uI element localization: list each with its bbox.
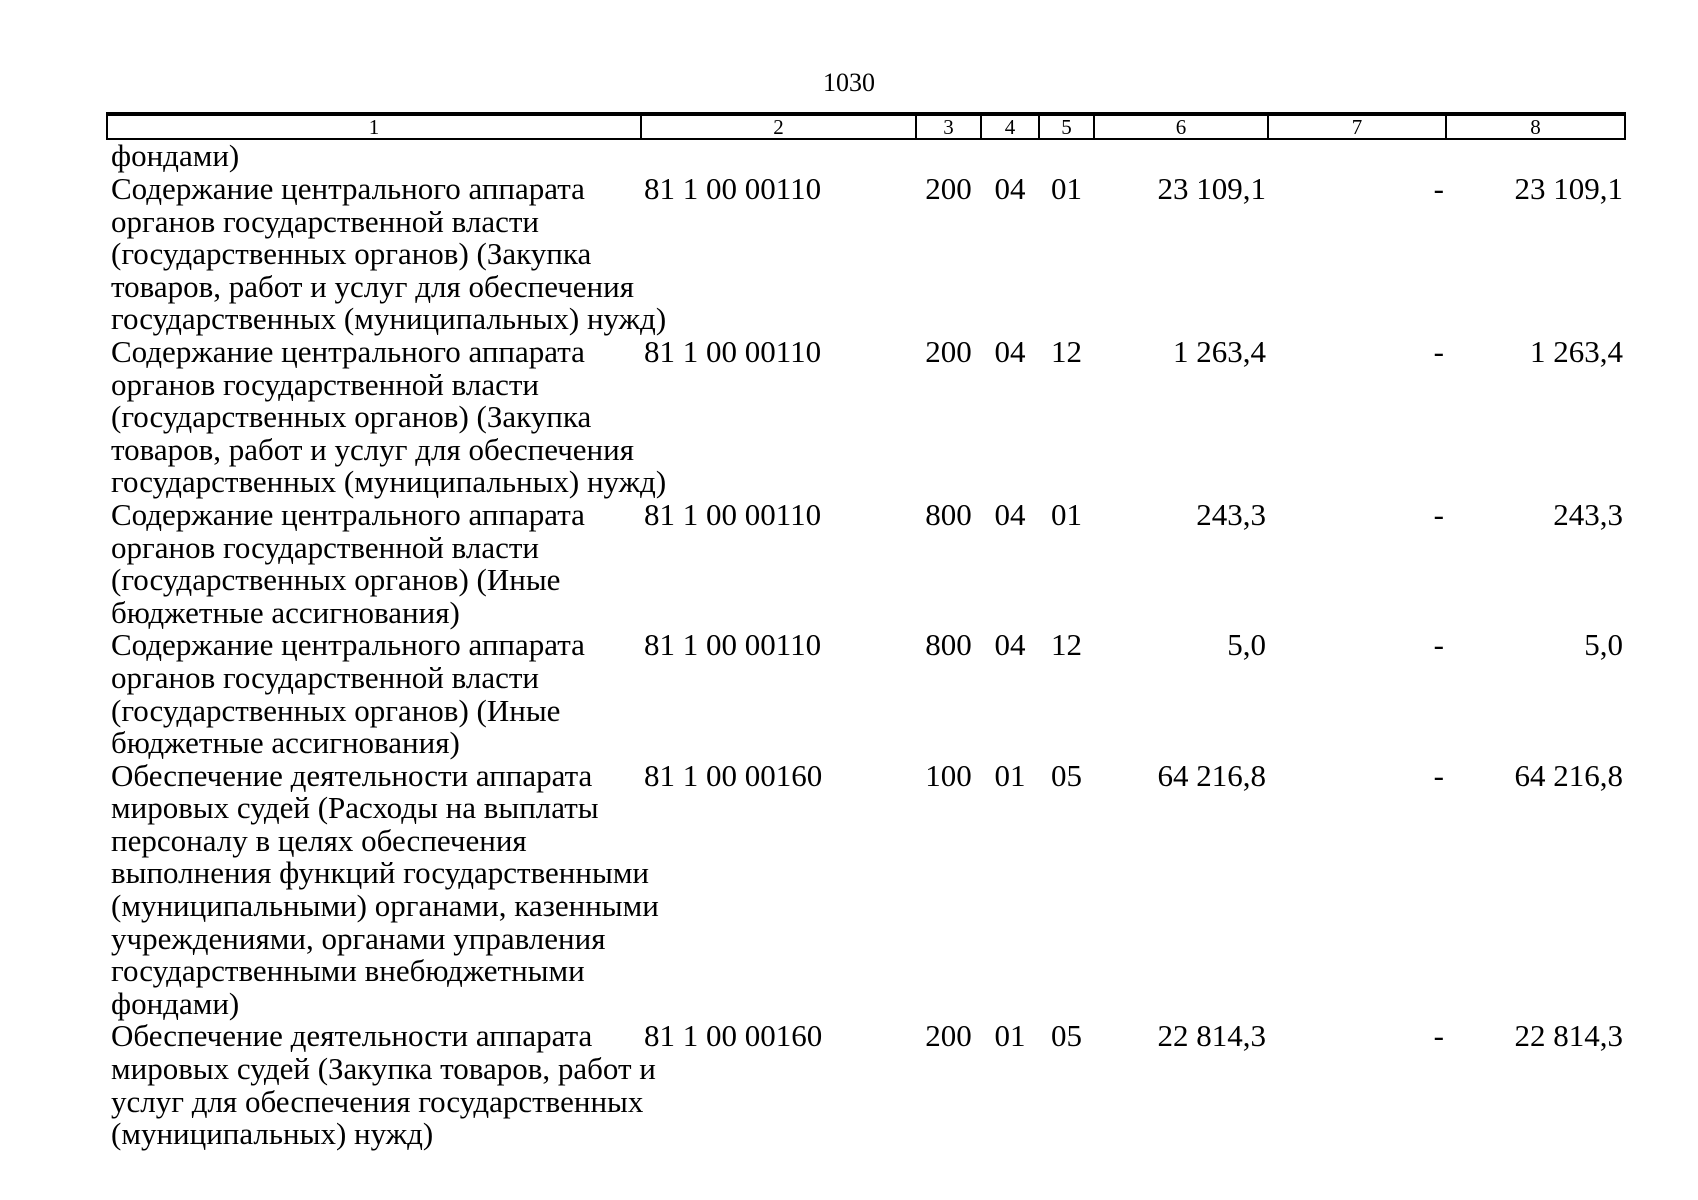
- amount-col6-cell: 243,3: [1196, 496, 1266, 532]
- expense-name-cell: Обеспечение деятельности аппарата мировы…: [111, 1018, 656, 1152]
- amount-col8-cell: 22 814,3: [1514, 1018, 1624, 1054]
- subsection-cell: 01: [1051, 496, 1082, 532]
- expense-type-cell: 200: [925, 333, 972, 369]
- table-row: Обеспечение деятельности аппарата мировы…: [107, 1020, 1625, 1150]
- expense-type-cell: 200: [925, 171, 972, 206]
- amount-col6-cell: 1 263,4: [1173, 333, 1266, 369]
- section-cell: 04: [994, 333, 1026, 369]
- table-row: Обеспечение деятельности аппарата мировы…: [107, 757, 1625, 1021]
- expense-type-cell: 800: [925, 627, 972, 663]
- subsection-cell: 01: [1051, 171, 1082, 206]
- section-cell: 01: [994, 757, 1026, 793]
- amount-col6-cell: [1094, 139, 1268, 173]
- table-row: Содержание центрального аппарата органов…: [107, 171, 1625, 337]
- table-row: Содержание центрального аппарата органов…: [107, 627, 1625, 761]
- subsection-cell: 12: [1051, 333, 1082, 369]
- column-header-1: 1: [106, 112, 642, 140]
- amount-col7-cell: -: [1433, 627, 1444, 663]
- target-item-code-cell: 81 1 00 00110: [644, 627, 822, 663]
- amount-col7-cell: -: [1433, 496, 1444, 532]
- amount-col8-cell: [1446, 139, 1625, 173]
- table-row-continuation: фондами): [107, 139, 1625, 173]
- amount-col8-cell: 243,3: [1553, 496, 1623, 532]
- subsection-cell: 05: [1051, 1018, 1082, 1054]
- expense-name-cell: Содержание центрального аппарата органов…: [111, 333, 667, 500]
- amount-col6-cell: 64 216,8: [1157, 757, 1267, 793]
- column-header-7: 7: [1267, 112, 1447, 140]
- expense-type-cell: 800: [925, 496, 972, 532]
- expense-type-cell: 100: [925, 757, 972, 793]
- target-item-code-cell: 81 1 00 00110: [644, 333, 822, 369]
- subsection-cell: 12: [1051, 627, 1082, 663]
- column-header-5: 5: [1038, 112, 1095, 140]
- expense-name-cell: Содержание центрального аппарата органов…: [111, 627, 585, 761]
- amount-col7-cell: -: [1433, 333, 1444, 369]
- table-row: Содержание центрального аппарата органов…: [107, 496, 1625, 630]
- subsection-cell: 05: [1051, 757, 1082, 793]
- amount-col7-cell: -: [1433, 1018, 1444, 1054]
- amount-col7-cell: [1268, 139, 1446, 173]
- amount-col6-cell: 22 814,3: [1157, 1018, 1267, 1054]
- section-cell: 01: [994, 1018, 1026, 1054]
- amount-col8-cell: 5,0: [1584, 627, 1623, 663]
- section-cell: 04: [994, 627, 1026, 663]
- section-cell: [981, 139, 1039, 173]
- amount-col8-cell: 64 216,8: [1514, 757, 1624, 793]
- target-item-code-cell: 81 1 00 00110: [644, 496, 822, 532]
- expense-type-cell: 200: [925, 1018, 972, 1054]
- column-header-4: 4: [980, 112, 1040, 140]
- table-header: 1 2 3 4 5 6 7 8: [106, 112, 1626, 140]
- subsection-cell: [1039, 139, 1094, 173]
- column-header-8: 8: [1445, 112, 1626, 140]
- target-item-code-cell: 81 1 00 00160: [644, 1018, 823, 1054]
- target-item-code-cell: 81 1 00 00110: [644, 171, 822, 206]
- budget-table: 1 2 3 4 5 6 7 8 фондами) Содержание центр…: [106, 112, 1626, 1151]
- page-number: 1030: [823, 68, 875, 97]
- expense-type-cell: [916, 139, 981, 173]
- target-item-code-cell: [641, 139, 916, 173]
- expense-name-cell: Содержание центрального аппарата органов…: [111, 171, 667, 337]
- expense-name-cell: фондами): [111, 138, 240, 173]
- expense-name-cell: Обеспечение деятельности аппарата мировы…: [111, 757, 659, 1021]
- amount-col6-cell: 5,0: [1227, 627, 1266, 663]
- amount-col6-cell: 23 109,1: [1157, 171, 1267, 206]
- amount-col8-cell: 1 263,4: [1530, 333, 1623, 369]
- amount-col7-cell: -: [1433, 757, 1444, 793]
- amount-col7-cell: -: [1433, 171, 1444, 206]
- column-header-6: 6: [1093, 112, 1269, 140]
- section-cell: 04: [994, 171, 1026, 206]
- target-item-code-cell: 81 1 00 00160: [644, 757, 823, 793]
- table-body: фондами) Содержание центрального аппарата…: [107, 139, 1625, 1151]
- table-row: Содержание центрального аппарата органов…: [107, 333, 1625, 500]
- amount-col8-cell: 23 109,1: [1514, 171, 1624, 206]
- column-header-2: 2: [640, 112, 917, 140]
- column-header-3: 3: [915, 112, 982, 140]
- table-header-row: 1 2 3 4 5 6 7 8: [106, 112, 1626, 140]
- expense-name-cell: Содержание центрального аппарата органов…: [111, 496, 585, 630]
- section-cell: 04: [994, 496, 1026, 532]
